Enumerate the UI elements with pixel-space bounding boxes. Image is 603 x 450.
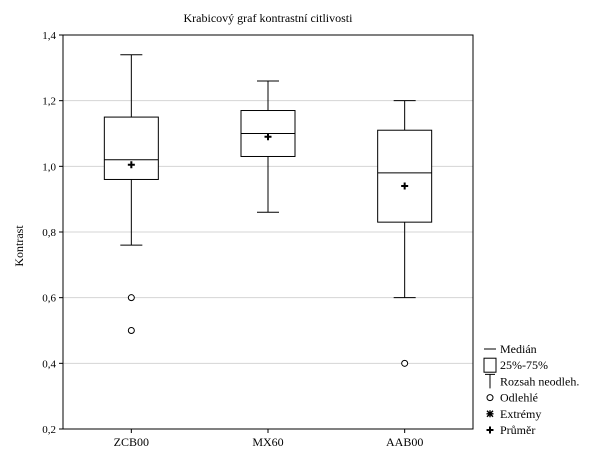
mean-marker: [264, 133, 272, 141]
y-tick-label: 0,6: [42, 293, 56, 305]
legend-label: Odlehlé: [500, 391, 538, 405]
legend-label: Extrémy: [500, 407, 541, 421]
axes: 0,2 0,4 0,6 0,8 1,0 1,2 1,4 ZCB00 MX60 AAB00: [42, 30, 423, 449]
box-aab00: [377, 100, 433, 367]
y-tick-label: 0,2: [42, 424, 56, 436]
iqr-box: [103, 116, 159, 180]
legend-extreme-symbol: [486, 410, 494, 418]
legend-item-median: Medián: [484, 342, 537, 356]
legend-label: 25%-75%: [500, 358, 548, 372]
legend-item-outlier: Odlehlé: [486, 391, 538, 405]
iqr-box: [377, 129, 433, 223]
outlier-point: [127, 294, 135, 302]
x-tick-label: ZCB00: [114, 435, 149, 449]
box-zcb00: [103, 54, 159, 334]
y-axis-label: Kontrast: [12, 225, 26, 267]
chart-title: Krabicový graf kontrastní citlivosti: [184, 11, 354, 25]
boxes: [103, 54, 433, 367]
legend-label: Medián: [500, 342, 537, 356]
legend-item-extreme: Extrémy: [486, 407, 541, 421]
legend-item-mean: Průměr: [486, 423, 535, 437]
legend-outlier-symbol: [486, 394, 494, 402]
legend-mean-symbol: [486, 426, 494, 434]
legend-item-box: 25%-75%: [483, 357, 548, 373]
x-tick-label: AAB00: [386, 435, 423, 449]
legend-box-symbol: [483, 357, 497, 373]
box-mx60: [240, 80, 296, 213]
legend-item-whisker: Rozsah neodleh.: [485, 373, 579, 389]
legend-whisker-symbol: [485, 373, 495, 389]
x-tick-label: MX60: [252, 435, 283, 449]
outlier-point: [401, 359, 409, 367]
legend-label: Průměr: [500, 423, 535, 437]
y-tick-label: 0,4: [42, 358, 56, 370]
mean-marker: [127, 161, 135, 169]
legend-label: Rozsah neodleh.: [500, 374, 579, 388]
mean-marker: [401, 182, 409, 190]
legend: Medián 25%-75% Rozsah neodleh. Odlehlé Extré…: [483, 342, 579, 437]
y-tick-label: 0,8: [42, 227, 56, 239]
outlier-point: [127, 327, 135, 334]
y-tick-label: 1,0: [42, 161, 56, 173]
y-tick-label: 1,4: [42, 30, 56, 42]
y-tick-label: 1,2: [42, 96, 56, 108]
